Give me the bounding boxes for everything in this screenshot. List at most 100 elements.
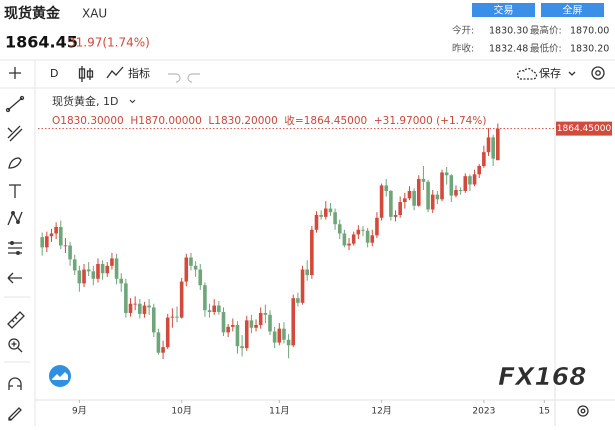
candle-body [384, 185, 389, 191]
candle-body [91, 271, 96, 279]
undo[interactable] [168, 73, 181, 83]
stat-value: 1830.30 [489, 26, 528, 37]
candle-body [189, 257, 193, 266]
candle-body [207, 310, 212, 313]
brand-badge-icon [52, 372, 68, 380]
candle-body [193, 265, 198, 270]
stat-label: 昨收: [452, 43, 474, 55]
candle-body [212, 305, 217, 313]
watermark-logo: FX168 [498, 362, 587, 391]
candle-body [40, 237, 44, 248]
stat-label: 最高价: [530, 25, 562, 37]
candle-body [412, 190, 416, 206]
candle-body [323, 208, 328, 217]
chart-settings[interactable] [577, 405, 589, 417]
last-price-label: 1864.45000 [557, 124, 612, 134]
candle-body [296, 298, 300, 303]
stat-value: 1870.00 [570, 26, 609, 37]
x-tick-label: 9月 [72, 406, 87, 417]
settings[interactable] [591, 66, 605, 80]
candle-body [179, 281, 184, 318]
candle-body [272, 331, 277, 343]
candle-body [263, 312, 268, 315]
candle-body [184, 257, 189, 282]
candle-body [156, 332, 161, 353]
candle-body [165, 317, 170, 348]
indicator-icon[interactable] [106, 66, 124, 79]
candle-body [240, 346, 244, 349]
candle-body [347, 243, 351, 246]
interval[interactable]: D [50, 67, 58, 80]
candle-body [440, 172, 444, 200]
candle-body [361, 229, 365, 231]
candle-body [133, 303, 137, 305]
candle-body [258, 312, 263, 325]
candle-body [444, 172, 449, 176]
candle-body [389, 190, 393, 217]
candle-body [482, 152, 486, 167]
fullscreen-button[interactable] [541, 3, 604, 17]
candle-body [328, 208, 333, 213]
instrument-name: 现货黄金 [4, 5, 61, 22]
candle-body [393, 214, 398, 217]
candle-body [170, 316, 175, 318]
candle-body [491, 137, 495, 159]
candle-body [54, 227, 58, 234]
candle-body [58, 227, 63, 246]
candle-body [486, 137, 491, 153]
candle-body [282, 328, 286, 340]
candle-body [203, 285, 207, 311]
fullscreen-button-label[interactable]: 全屏 [563, 4, 583, 17]
trade-button-label[interactable]: 交易 [494, 4, 514, 17]
candle-body [319, 214, 323, 217]
save-menu[interactable] [568, 71, 576, 76]
drawing-tools[interactable] [5, 67, 25, 421]
x-tick-label: 10月 [171, 406, 191, 417]
candle-body [138, 303, 142, 314]
candle-body [45, 236, 49, 248]
candle-body [314, 214, 319, 230]
candle-body [375, 217, 379, 236]
legend-toggle[interactable] [129, 99, 136, 104]
candle-body [63, 245, 68, 247]
redo[interactable] [187, 73, 200, 83]
cloud-icon[interactable] [516, 67, 538, 80]
save[interactable]: 保存 [539, 66, 561, 80]
candle-body [235, 324, 240, 347]
candle-body [77, 270, 82, 284]
candle-body [268, 314, 272, 332]
candle-body [333, 212, 337, 225]
candle-type-icon[interactable] [78, 66, 94, 82]
stat-value: 1832.48 [489, 44, 528, 55]
candle-body [124, 283, 128, 313]
candle-body [463, 176, 468, 191]
candle-body [300, 269, 305, 303]
candle-body [356, 229, 361, 235]
candle-body [86, 269, 91, 272]
candle-body [175, 316, 179, 318]
candle-body [416, 178, 421, 206]
brand-badge [49, 365, 71, 387]
candle-body [435, 194, 440, 200]
trade-button[interactable] [472, 3, 535, 17]
candle-body [142, 305, 147, 314]
last-price-tag [556, 121, 612, 136]
candle-body [286, 339, 291, 346]
candle-body [110, 258, 114, 266]
x-tick-label: 2023 [472, 407, 495, 417]
stat-label: 最低价: [530, 43, 562, 55]
candle-body [337, 224, 342, 234]
candle-body [244, 320, 249, 349]
candle-body [277, 328, 282, 343]
candle-body [430, 194, 435, 210]
candle-body [217, 305, 221, 313]
candle-body [128, 303, 133, 313]
candle-body [254, 324, 258, 328]
candle-body [249, 320, 254, 328]
candle-body [198, 269, 203, 286]
indicators[interactable]: 指标 [128, 66, 150, 80]
candle-body [68, 245, 72, 260]
candle-body [147, 305, 151, 308]
candle-body [119, 278, 124, 284]
